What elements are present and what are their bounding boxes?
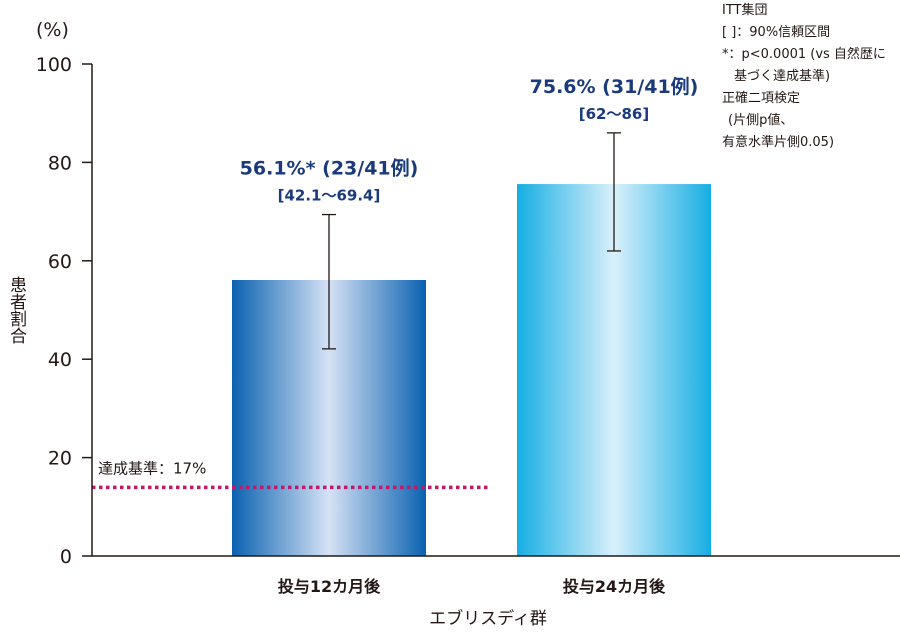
y-tick-label: 100 (36, 54, 72, 76)
note-significance: 有意水準片側0.05) (722, 135, 835, 150)
bar-value-label: 56.1%* (23/41例) (240, 157, 419, 180)
error-bar-1 (322, 213, 336, 350)
bar-value-label: 75.6% (31/41例) (530, 75, 699, 98)
threshold-label: 達成基準：17% (98, 459, 206, 477)
note-onesided: (片側p値、 (728, 113, 794, 128)
y-ticks: 0 20 40 60 80 100 (36, 54, 92, 568)
threshold-line: 達成基準：17% (92, 459, 488, 490)
error-bars (322, 132, 621, 350)
note-population: ITT集団 (722, 3, 768, 18)
category-labels: 投与12カ月後 投与24カ月後 (278, 577, 666, 596)
category-label: 投与24カ月後 (563, 577, 666, 596)
note-pvalue: *：p<0.0001 (vs 自然歴に (722, 47, 886, 62)
y-tick-label: 20 (48, 448, 72, 470)
bars (232, 184, 711, 556)
ci-label: [62〜86] (579, 105, 649, 123)
footnotes: ITT集団 [ ]：90%信頼区間 *：p<0.0001 (vs 自然歴に 基づ… (722, 0, 900, 154)
bar-value-labels: 56.1%* (23/41例) [42.1〜69.4] 75.6% (31/41例)… (240, 75, 699, 205)
y-axis-title: 患者割合 (6, 276, 27, 344)
category-label: 投与12カ月後 (278, 577, 381, 596)
note-ci: [ ]：90%信頼区間 (722, 25, 831, 40)
y-tick-label: 80 (48, 152, 72, 174)
note-test: 正確二項検定 (722, 91, 801, 106)
ci-label: [42.1〜69.4] (278, 187, 381, 205)
error-bar-2 (607, 132, 621, 252)
y-unit-label: (%) (36, 19, 69, 41)
note-pvalue-cont: 基づく達成基準) (734, 69, 831, 84)
x-axis-title: エブリスディ群 (429, 608, 547, 629)
y-tick-label: 60 (48, 251, 72, 273)
y-tick-label: 40 (48, 349, 72, 371)
y-tick-label: 0 (60, 546, 72, 568)
